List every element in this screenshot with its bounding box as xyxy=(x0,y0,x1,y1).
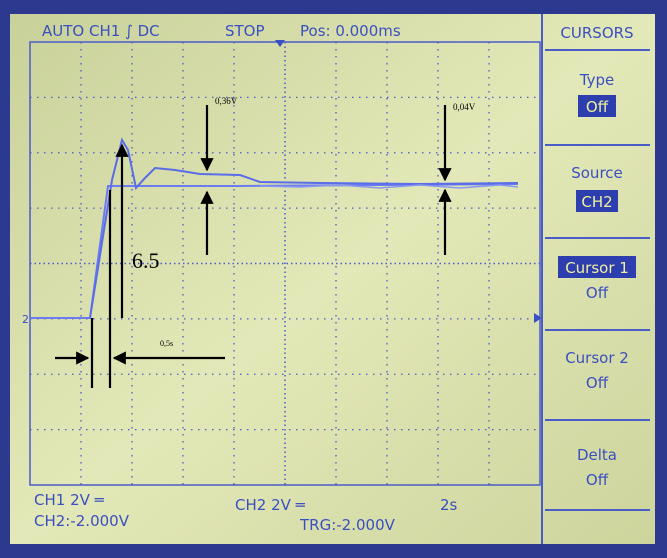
highlight xyxy=(578,95,616,117)
header-position: Pos: 0.000ms xyxy=(300,22,401,40)
trigger-position-marker xyxy=(275,40,285,47)
menu-value[interactable]: Off xyxy=(586,98,609,116)
annotations xyxy=(55,105,452,388)
header-mode: AUTO CH1 ∫ DC xyxy=(42,22,160,40)
footer-timebase: 2s xyxy=(440,496,458,514)
footer-offset: CH2:-2.000V xyxy=(34,512,130,530)
trigger-level-marker xyxy=(534,313,542,323)
menu-title: CURSORS xyxy=(560,24,633,42)
waveform-noise xyxy=(259,184,519,189)
footer-trigger: TRG:-2.000V xyxy=(299,516,396,534)
menu-separators xyxy=(545,49,650,511)
display xyxy=(10,14,655,544)
menu-label[interactable]: Source xyxy=(571,164,623,182)
header-status: STOP xyxy=(225,22,265,40)
annotation-time: 0,5s xyxy=(160,339,173,348)
menu-label[interactable]: Cursor 2 xyxy=(565,349,629,367)
menu-label[interactable]: Type xyxy=(579,71,614,89)
channel-marker: 2 xyxy=(22,313,29,326)
footer-ch1-scale: CH1 2V ═ xyxy=(34,491,105,509)
footer-ch2-scale: CH2 2V ═ xyxy=(235,496,306,514)
highlight xyxy=(558,256,636,278)
graticule-frame xyxy=(29,41,541,486)
highlight xyxy=(576,190,618,212)
graticule xyxy=(30,42,540,485)
menu-label[interactable]: Delta xyxy=(577,446,617,464)
menu-value[interactable]: Off xyxy=(586,374,609,392)
waveform-ch2 xyxy=(89,137,519,319)
annotation-overshoot: 0,36V xyxy=(215,96,238,106)
menu-value[interactable]: Off xyxy=(586,471,609,489)
menu-label[interactable]: Cursor 1 xyxy=(565,259,629,277)
menu-value[interactable]: Off xyxy=(586,284,609,302)
annotation-ripple: 0,04V xyxy=(453,102,476,112)
annotation-rise: 6.5 xyxy=(132,248,160,273)
menu-value[interactable]: CH2 xyxy=(581,193,612,211)
